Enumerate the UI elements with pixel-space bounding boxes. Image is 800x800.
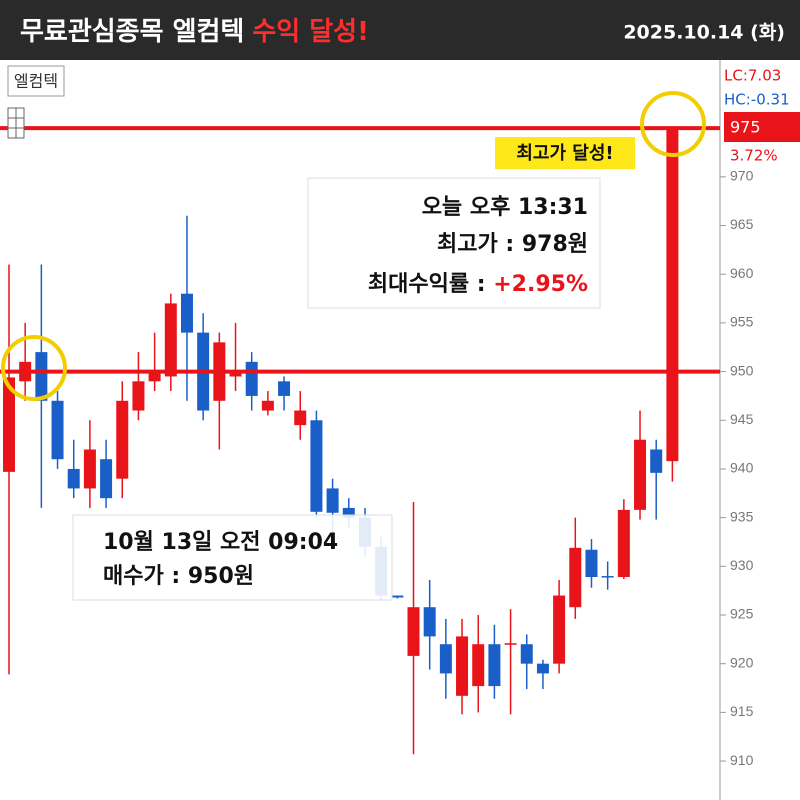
y-tick-label: 935 [730, 508, 754, 524]
header-bar [0, 0, 800, 60]
lc-indicator: LC:7.03 [724, 67, 781, 85]
buy-time: 10월 13일 오전 09:04 [103, 530, 338, 555]
peak-badge: 최고가 달성! [516, 143, 613, 164]
y-axis: 910 915 920 925 930 935 940 945 950 955 960 965 970 [720, 168, 754, 768]
candle-body [35, 352, 48, 401]
y-tick-label: 945 [730, 411, 754, 427]
max-return-label: 최대수익률 : [368, 272, 493, 297]
reference-lines [0, 126, 720, 374]
candle-body [439, 644, 452, 674]
candle-body [116, 400, 129, 479]
candle-body [634, 439, 647, 510]
candle-body [148, 371, 161, 382]
max-return: +2.95% [493, 272, 588, 297]
candle-body [326, 488, 339, 513]
candle-body [229, 371, 242, 377]
candle-body [666, 128, 679, 462]
candle-body [569, 547, 582, 608]
grid-icon [7, 107, 25, 139]
title: 무료관심종목 엘컴텍 [20, 17, 244, 47]
y-tick-label: 960 [730, 265, 754, 281]
candle-body [3, 377, 15, 472]
candle-body [520, 644, 533, 664]
y-tick-label: 910 [730, 752, 754, 768]
hc-indicator: HC:-0.31 [724, 91, 790, 109]
candle-body [423, 607, 436, 637]
buy-box [72, 514, 393, 601]
candle-body [407, 607, 420, 656]
candle-body [472, 644, 485, 687]
highlight-circle [640, 91, 706, 157]
candle-body [294, 410, 307, 426]
candle-body [456, 636, 469, 696]
sell-box [307, 177, 601, 309]
y-tick-label: 970 [730, 168, 754, 184]
candle-body [261, 400, 274, 411]
candle-body [650, 449, 663, 473]
candle-body [83, 449, 96, 489]
candle-body [553, 595, 566, 664]
candle-body [585, 549, 598, 578]
y-tick-label: 955 [730, 314, 754, 330]
candle-body [278, 381, 291, 396]
candle-body [67, 468, 80, 489]
candle-body [504, 643, 517, 645]
candle-body [342, 507, 355, 518]
change: 3.72% [730, 147, 778, 165]
candle-body [536, 663, 549, 674]
y-tick-label: 940 [730, 460, 754, 476]
candle-body [617, 509, 630, 578]
current-price: 975 [730, 118, 761, 137]
candle-body [488, 644, 501, 687]
y-tick-label: 915 [730, 703, 754, 719]
y-tick-label: 930 [730, 557, 754, 573]
y-tick-label: 965 [730, 216, 754, 232]
candle-body [164, 303, 177, 377]
y-tick-label: 950 [730, 362, 754, 378]
candle-body [51, 400, 64, 460]
candle-body [180, 293, 193, 333]
candle-body [132, 381, 145, 411]
sell-price: 최고가 : 978원 [437, 232, 588, 257]
y-tick-label: 920 [730, 654, 754, 670]
sell-time: 오늘 오후 13:31 [422, 195, 588, 220]
highlight-circle [1, 335, 67, 401]
stock-name: 엘컴텍 [14, 72, 58, 91]
candle-body [245, 361, 258, 396]
candle-body [100, 459, 113, 499]
header-title: 무료관심종목 엘컴텍 수익 달성! [20, 17, 369, 47]
badge-bg [495, 137, 635, 169]
candle-body [601, 576, 614, 578]
candle-body [310, 420, 323, 512]
price-box [724, 112, 800, 142]
candle-body [391, 595, 404, 598]
date: 2025.10.14 (화) [623, 22, 785, 44]
name-box [7, 65, 65, 97]
buy-price: 매수가 : 950원 [103, 564, 254, 589]
max-return-line: 최대수익률 : +2.95% [368, 272, 588, 297]
title-highlight: 수익 달성! [252, 17, 369, 47]
y-tick-label: 925 [730, 606, 754, 622]
